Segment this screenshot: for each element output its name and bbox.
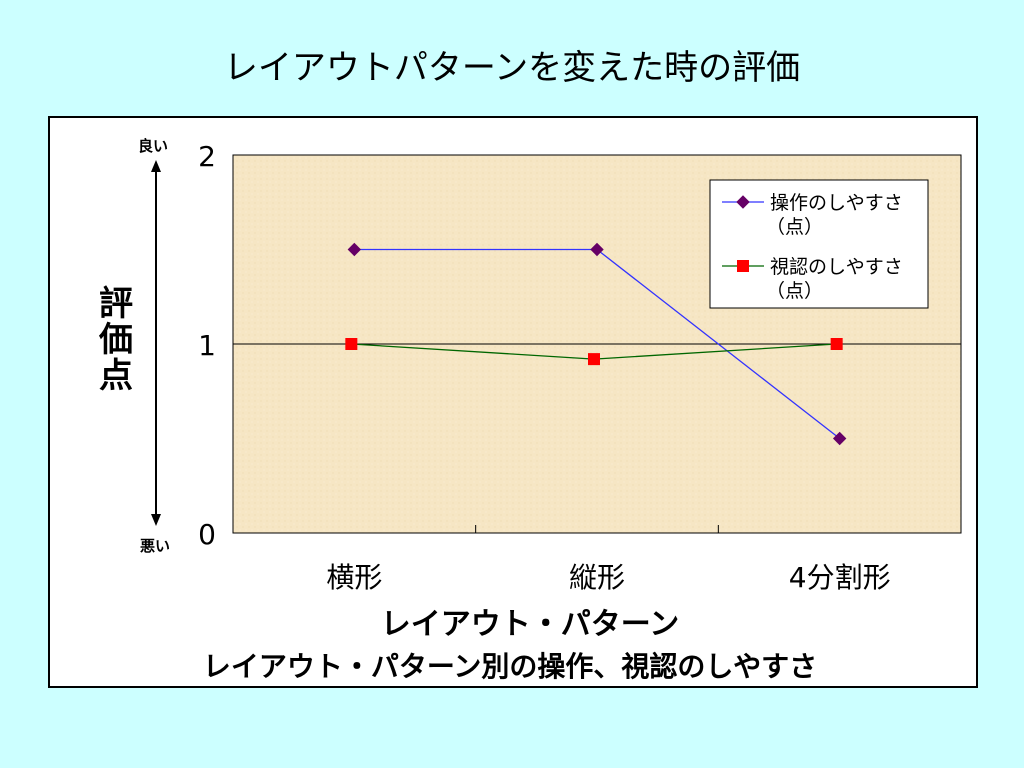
legend-label-unit: （点）	[766, 216, 823, 238]
legend-label: 操作のしやすさ	[770, 192, 903, 214]
x-tick-label: 横形	[326, 561, 382, 594]
data-point-square	[737, 260, 749, 272]
legend-label: 視認のしやすさ	[770, 256, 903, 278]
legend-box	[709, 179, 929, 309]
y-arrow-down-head	[151, 514, 161, 526]
y-arrow-up-head	[151, 160, 161, 172]
data-point-square	[345, 338, 358, 350]
data-point-diamond	[736, 195, 750, 209]
legend-item: 視認のしやすさ（点）	[722, 256, 903, 302]
data-point-square	[588, 353, 600, 366]
data-point-square	[830, 338, 843, 350]
x-tick-label: 縦形	[569, 561, 625, 594]
x-tick-marks	[475, 525, 719, 533]
y-tick-labels: 0 1 2	[198, 140, 216, 551]
y-tick-label: 1	[198, 329, 216, 362]
data-point-diamond	[832, 431, 847, 446]
line-chart: 良い 悪い 評価点 012 横形 縦形 4分割形 操作のしやすさ（点）視認のしやすさ…	[98, 137, 962, 683]
y-tick-label: 0	[198, 518, 216, 551]
data-point-diamond	[590, 242, 604, 257]
data-point-diamond	[347, 242, 362, 257]
x-axis-title: レイアウト・パターン	[381, 607, 680, 642]
y-tick-label: 2	[198, 140, 216, 173]
legend-label-unit: （点）	[766, 280, 823, 302]
x-tick-labels: 横形 縦形 4分割形	[326, 561, 890, 594]
legend-item: 操作のしやすさ（点）	[722, 192, 903, 238]
legend: 操作のしやすさ（点）視認のしやすさ（点）	[709, 179, 929, 309]
y-axis-title: 評価点	[98, 284, 133, 396]
series-1	[347, 242, 847, 446]
x-tick-label: 4分割形	[789, 561, 891, 594]
y-arrow-bottom-label: 悪い	[140, 537, 170, 555]
chart-caption: レイアウト・パターン別の操作、視認のしやすさ	[203, 650, 817, 683]
y-arrow-top-label: 良い	[138, 137, 168, 155]
series-group	[345, 242, 847, 446]
slide-title: レイアウトパターンを変えた時の評価	[223, 48, 801, 88]
series-2	[345, 338, 843, 366]
